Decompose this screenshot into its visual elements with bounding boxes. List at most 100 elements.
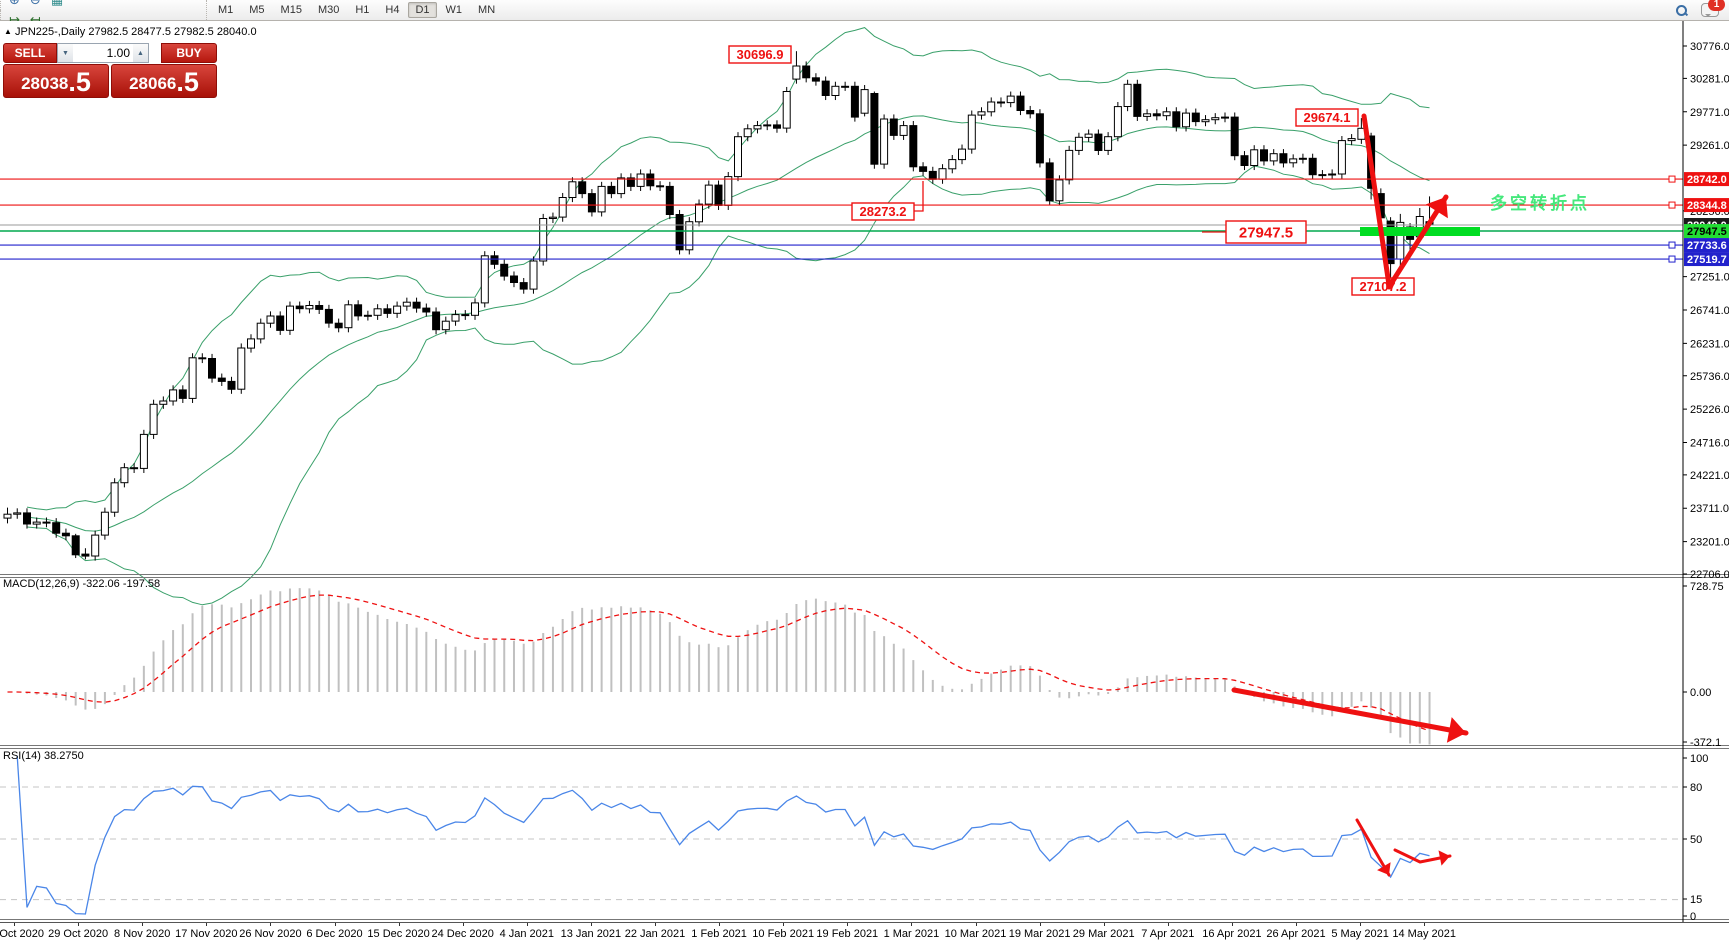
symbol-ohlc: 27982.5 28477.5 27982.5 28040.0 [88, 26, 257, 38]
price-badge [1684, 252, 1729, 267]
arrow-head [1377, 862, 1391, 875]
price-badge-label: 28742.0 [1687, 174, 1727, 186]
chart-annotation-text[interactable]: 多空转折点 [1490, 193, 1590, 213]
time-axis-label: 22 Jan 2021 [624, 928, 686, 940]
timeframe-w1[interactable]: W1 [445, 4, 463, 16]
time-axis-label: 1 Feb 2021 [691, 928, 747, 940]
zoom-in-icon: ⊕ [9, 0, 20, 8]
time-axis-label: 8 Nov 2020 [114, 928, 171, 940]
timeframe-d1[interactable]: D1 [408, 2, 437, 18]
time-axis-tick [142, 923, 144, 926]
time-axis-tick [911, 923, 913, 926]
tile-windows-icon: ▦ [51, 0, 63, 8]
price-callout-box[interactable] [851, 202, 915, 221]
arrow-head [1446, 717, 1466, 743]
price-callout-box[interactable] [1225, 220, 1307, 244]
volume-decrease-button[interactable]: ▼ [58, 44, 73, 62]
rsi-line [16, 755, 1430, 915]
time-axis-tick [78, 923, 80, 926]
line-anchor [1668, 201, 1676, 209]
price-axis-label: 27251.0 [1690, 272, 1729, 284]
search-icon[interactable] [1676, 4, 1687, 16]
timeframe-m1[interactable]: M1 [217, 4, 234, 16]
price-axis-label: 30776.0 [1690, 41, 1729, 53]
trend-arrow[interactable] [1355, 818, 1391, 877]
sell-button[interactable]: SELL [3, 43, 57, 63]
time-axis-label: 7 Apr 2021 [1141, 928, 1195, 940]
time-axis-label: 19 Feb 2021 [816, 928, 879, 940]
zoom-out-button[interactable]: ⊖ [26, 0, 45, 10]
buy-button[interactable]: BUY [161, 43, 217, 63]
toolbar-right: 1 [1676, 0, 1729, 17]
price-callout-box[interactable] [1351, 277, 1415, 296]
bollinger-band-line [26, 165, 1430, 606]
price-callout-label: 30696.9 [737, 47, 784, 62]
price-badge-label: 28344.8 [1687, 200, 1727, 212]
highlight-bar[interactable] [1360, 227, 1480, 236]
price-axis-label: 24716.0 [1690, 437, 1729, 449]
price-axis-label: 26741.0 [1690, 305, 1729, 317]
macd-axis-label: 728.75 [1690, 581, 1724, 593]
time-axis-tick [1360, 923, 1362, 926]
trend-arrow[interactable] [1386, 194, 1449, 290]
time-axis-label: 13 Jan 2021 [560, 928, 622, 940]
timeframe-m30[interactable]: M30 [317, 4, 340, 16]
time-axis-label: 29 Oct 2020 [48, 928, 109, 940]
time-axis-tick [1296, 923, 1297, 926]
timeframe-h1[interactable]: H1 [355, 4, 370, 16]
symbol-title: ▲ JPN225-,Daily 27982.5 28477.5 27982.5 … [4, 26, 257, 38]
price-axis-label: 29771.0 [1690, 107, 1729, 119]
time-axis-label: 19 Mar 2021 [1008, 928, 1071, 940]
bollinger-band-line [26, 27, 1430, 511]
time-axis-label: 16 Apr 2021 [1202, 928, 1262, 940]
zoom-out-icon: ⊖ [30, 0, 41, 8]
volume-increase-button[interactable]: ▲ [133, 44, 148, 62]
price-axis-label: 23201.0 [1690, 537, 1729, 549]
timeframe-h4[interactable]: H4 [385, 4, 400, 16]
trend-arrow[interactable] [1231, 687, 1469, 736]
price-callout-box[interactable] [1295, 108, 1359, 127]
time-axis-tick [719, 923, 721, 926]
price-callout-box[interactable] [728, 45, 792, 64]
chart-window[interactable]: ▲ JPN225-,Daily 27982.5 28477.5 27982.5 … [0, 21, 1729, 943]
time-axis-label: 5 May 2021 [1331, 928, 1389, 940]
notifications-icon[interactable]: 1 [1701, 0, 1725, 17]
auto-scroll-button[interactable]: ↤ [26, 10, 45, 30]
line-anchor [1668, 241, 1676, 249]
one-click-trading-panel: SELL ▼ ▲ BUY 28038.5 28066.5 [3, 43, 217, 98]
volume-input[interactable] [73, 44, 133, 62]
timeframe-m15[interactable]: M15 [280, 4, 302, 16]
time-axis-tick [1039, 923, 1041, 926]
price-badge-label: 27519.7 [1687, 254, 1727, 266]
chart-shift-button[interactable]: ↦ [5, 10, 24, 30]
price-axis-label: 24221.0 [1690, 470, 1729, 482]
price-axis-label: 22706.0 [1690, 569, 1729, 581]
price-axis-label: 25226.0 [1690, 404, 1729, 416]
timeframe-group: M1 M5 M15 M30 H1 H4 D1 W1 MN [205, 0, 506, 20]
timeframe-m5[interactable]: M5 [249, 4, 265, 16]
timeframe-mn[interactable]: MN [478, 4, 496, 16]
price-badge-label: 27733.6 [1687, 240, 1727, 252]
candles-layer [3, 51, 1434, 561]
chart-shift-icon: ↦ [9, 12, 20, 27]
sell-price[interactable]: 28038.5 [3, 64, 109, 98]
price-axis-label: 26231.0 [1690, 338, 1729, 350]
time-axis-tick [1103, 923, 1105, 926]
notification-badge: 1 [1708, 0, 1725, 11]
time-axis-label: 1 Mar 2021 [883, 928, 940, 940]
price-badge [1684, 172, 1729, 187]
time-axis-tick [655, 923, 656, 926]
auto-scroll-icon: ↤ [29, 12, 41, 27]
trend-arrow[interactable] [1361, 113, 1392, 288]
time-axis-label: 26 Apr 2021 [1266, 928, 1326, 940]
price-callout-label: 27107.2 [1360, 279, 1407, 294]
zoom-in-button[interactable]: ⊕ [5, 0, 24, 10]
time-axis-tick [1231, 923, 1233, 926]
macd-axis-label: -372.1 [1690, 737, 1721, 749]
time-axis[interactable]: 20 Oct 2020 29 Oct 2020 8 Nov 2020 17 Nov 2… [0, 922, 1729, 943]
price-badge [1684, 198, 1729, 213]
tile-windows-button[interactable]: ▦ [47, 0, 67, 10]
price-chart[interactable]: 30776.030281.029771.029261.028256.027251… [0, 21, 1729, 923]
buy-price[interactable]: 28066.5 [111, 64, 217, 98]
time-axis-tick [462, 923, 464, 926]
